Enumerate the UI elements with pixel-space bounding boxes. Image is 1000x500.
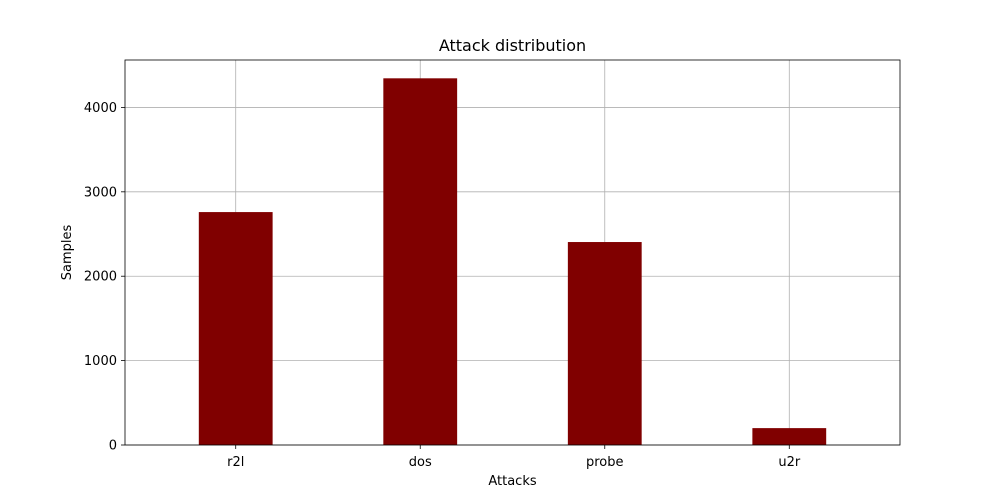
y-tick-label: 4000 (84, 101, 117, 116)
y-tick-label: 0 (109, 439, 117, 454)
x-axis-label: Attacks (488, 474, 537, 489)
y-tick-label: 3000 (84, 185, 117, 200)
x-tick-label: u2r (778, 455, 801, 470)
x-tick-label: dos (409, 455, 432, 470)
plot-frame (124, 59, 901, 446)
x-tick-label: probe (586, 455, 624, 470)
y-tick-label: 2000 (84, 270, 117, 285)
y-axis-label: Samples (60, 225, 75, 281)
y-tick-label: 1000 (84, 354, 117, 369)
x-tick-label: r2l (227, 455, 244, 470)
x-axis-ticks: r2l dos probe u2r (227, 445, 801, 470)
y-axis-ticks: 0 1000 2000 3000 4000 (84, 101, 125, 454)
bar-r2l (198, 212, 273, 445)
bar-dos (383, 78, 458, 446)
chart-title: Attack distribution (439, 36, 586, 55)
bar-probe (567, 242, 642, 445)
bar-u2r (752, 428, 827, 445)
bars (198, 78, 827, 446)
